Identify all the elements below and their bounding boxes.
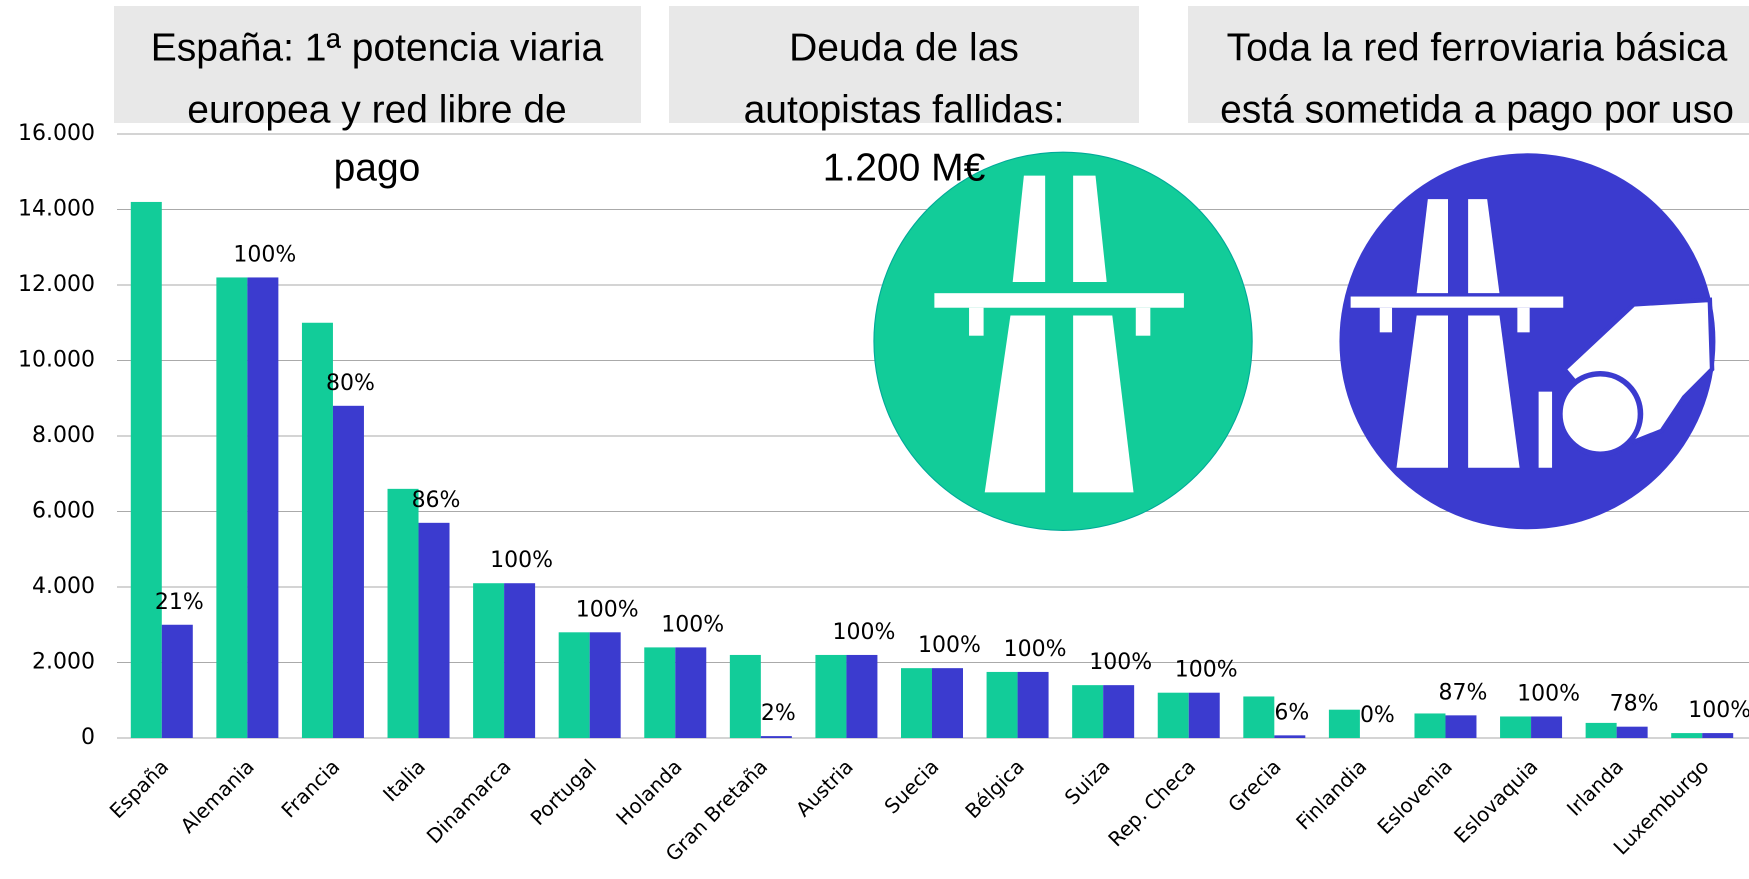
share-label: 2% xyxy=(761,701,796,726)
x-tick-label: Bélgica xyxy=(960,754,1029,823)
bar xyxy=(1616,726,1648,738)
bar xyxy=(1414,713,1446,738)
bar xyxy=(986,671,1018,738)
share-label: 100% xyxy=(233,242,296,267)
share-label: 100% xyxy=(1688,698,1749,723)
x-tick-label: Rep. Checa xyxy=(1103,754,1200,851)
share-label: 100% xyxy=(832,620,895,645)
share-label: 86% xyxy=(412,488,461,513)
x-tick-label: Portugal xyxy=(526,754,602,830)
y-tick-label: 14.000 xyxy=(18,197,95,222)
share-label: 100% xyxy=(490,548,553,573)
bar xyxy=(558,632,590,738)
y-tick-label: 4.000 xyxy=(32,574,95,599)
toll-icon xyxy=(1339,153,1716,530)
bar xyxy=(216,277,248,738)
bar xyxy=(130,201,162,738)
bar xyxy=(332,405,364,738)
motorway-icon xyxy=(873,151,1253,531)
bar xyxy=(418,522,450,738)
note-line: Deuda de las xyxy=(789,26,1019,69)
share-label: 87% xyxy=(1439,680,1488,705)
share-label: 100% xyxy=(1089,650,1152,675)
y-tick-label: 0 xyxy=(81,725,95,750)
bar xyxy=(675,647,707,738)
x-tick-label: España xyxy=(105,754,174,823)
bar xyxy=(1445,715,1477,738)
bar xyxy=(1328,709,1360,738)
bar xyxy=(1500,716,1532,738)
share-label: 100% xyxy=(576,597,639,622)
x-tick-label: Eslovenia xyxy=(1372,754,1456,838)
x-tick-label: Grecia xyxy=(1223,754,1286,817)
x-tick-label: Suiza xyxy=(1060,754,1115,809)
x-tick-label: Irlanda xyxy=(1562,754,1628,820)
share-label: 100% xyxy=(1517,681,1580,706)
bar xyxy=(301,322,333,738)
bar xyxy=(161,624,193,738)
note-line: España: 1ª potencia viaria xyxy=(151,26,604,69)
bar xyxy=(1531,716,1563,738)
bar xyxy=(473,583,505,738)
bar xyxy=(901,668,932,738)
y-tick-label: 16.000 xyxy=(18,121,95,146)
bar xyxy=(1103,685,1135,738)
bar xyxy=(1585,722,1617,738)
bar xyxy=(815,654,847,738)
bar xyxy=(1017,671,1049,738)
bar xyxy=(1157,692,1189,738)
y-tick-label: 10.000 xyxy=(18,348,95,373)
x-tick-label: Dinamarca xyxy=(422,754,516,848)
notes: España: 1ª potencia viaria europea y red … xyxy=(151,26,1734,189)
x-tick-label: Italia xyxy=(378,754,430,806)
share-label: 100% xyxy=(1175,658,1238,683)
bar xyxy=(644,647,676,738)
note-line: 1.200 M€ xyxy=(823,146,986,189)
bar xyxy=(387,488,419,738)
y-tick-label: 12.000 xyxy=(18,272,95,297)
bar xyxy=(846,654,878,738)
note-line: europea y red libre de xyxy=(187,88,566,131)
bar xyxy=(932,668,963,738)
bar xyxy=(504,583,536,738)
note-box xyxy=(114,6,641,123)
share-label: 78% xyxy=(1610,692,1659,717)
x-tick-label: Alemania xyxy=(176,754,259,837)
bar xyxy=(1188,692,1220,738)
x-tick-label: Finlandia xyxy=(1291,754,1371,834)
bar xyxy=(760,736,792,738)
note-line: está sometida a pago por uso xyxy=(1220,88,1734,131)
x-tick-label: Suecia xyxy=(879,754,943,818)
share-label: 6% xyxy=(1274,700,1309,725)
bar xyxy=(1671,733,1703,738)
share-label: 80% xyxy=(326,371,375,396)
bar xyxy=(1072,685,1104,738)
x-tick-label: Francia xyxy=(276,754,344,822)
y-tick-label: 6.000 xyxy=(32,499,95,524)
share-label: 100% xyxy=(661,612,724,637)
note-line: autopistas fallidas: xyxy=(744,88,1065,131)
x-tick-label: Holanda xyxy=(611,754,686,829)
bar xyxy=(1702,733,1734,738)
note-line: Toda la red ferroviaria básica xyxy=(1227,26,1728,69)
share-label: 21% xyxy=(155,590,204,615)
bar xyxy=(247,277,279,738)
note-box xyxy=(669,6,1139,123)
icons xyxy=(873,151,1716,531)
share-label: 0% xyxy=(1360,703,1395,728)
bar xyxy=(729,654,761,738)
y-tick-label: 2.000 xyxy=(32,650,95,675)
share-label: 100% xyxy=(918,633,981,658)
note-box xyxy=(1188,6,1749,123)
x-tick-label: Austria xyxy=(791,754,858,821)
bar xyxy=(589,632,621,738)
bar xyxy=(1243,696,1275,738)
x-tick-label: Eslovaquia xyxy=(1449,754,1542,847)
share-label: 100% xyxy=(1004,637,1067,662)
bar xyxy=(1274,735,1306,738)
note-line: pago xyxy=(334,146,421,189)
y-tick-label: 8.000 xyxy=(32,423,95,448)
